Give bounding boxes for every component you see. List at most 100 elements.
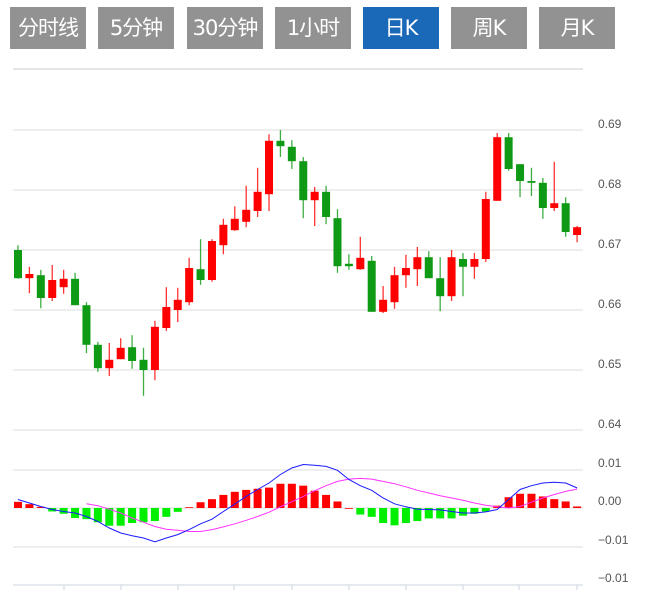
candle [196,239,205,285]
macd-histogram-bar [367,508,376,517]
candle-body [356,257,365,270]
macd-histogram-bar [207,499,216,508]
candle-body [71,278,80,306]
tab-weekly-k[interactable]: 周K [451,7,527,49]
candle [173,287,182,322]
macd-histogram-bar [527,493,536,508]
candle [516,164,525,198]
candles [14,130,582,396]
macd-axis: 0.01 0.00 −0.01 −0.01 [598,456,629,585]
tab-daily-k[interactable]: 日K [363,7,439,49]
candle [25,266,34,294]
candle [287,140,296,169]
candle-body [481,199,490,259]
price-tick-label: 0.68 [598,177,622,191]
candle-body [333,218,342,267]
price-tick-label: 0.66 [598,297,622,311]
candle-body [105,359,114,369]
tab-1hour[interactable]: 1小时 [275,7,351,49]
macd-histogram-bar [561,501,570,508]
candle [481,191,490,262]
candle [219,218,228,255]
price-axis: 0.69 0.68 0.67 0.66 0.65 0.64 [598,117,622,431]
candle-body [59,278,68,288]
tab-monthly-k[interactable]: 月K [539,7,615,49]
macd-histogram-bar [436,508,445,519]
candle-body [276,140,285,147]
macd-histogram-bar [139,508,148,523]
period-tabs: 分时线 5分钟 30分钟 1小时 日K 周K 月K [0,0,656,56]
candle [207,239,216,282]
macd-grid [13,469,583,590]
candle-body [265,140,274,195]
candle [424,251,433,279]
macd-histogram-bar [253,488,262,508]
tab-timeline[interactable]: 分时线 [10,7,86,49]
macd-histogram-bar [322,494,331,508]
macd-histogram-bar [25,504,34,508]
candle-body [436,278,445,297]
macd-histogram-bar [504,497,513,508]
candle-body [173,299,182,310]
candle-body [36,275,45,298]
candle-body [14,250,22,279]
candle-body [48,280,57,298]
macd-histogram-bar [116,508,125,526]
macd-histogram-bar [230,491,239,508]
price-tick-label: 0.67 [598,237,622,251]
macd-tick-label: −0.01 [598,571,629,585]
candle-body [573,227,582,235]
macd-histogram-bar [458,508,467,516]
tab-5min[interactable]: 5分钟 [98,7,174,49]
macd-histogram-bar [447,508,456,519]
macd-histogram-bar [310,490,319,508]
macd-tick-label: −0.01 [598,533,629,547]
candle [139,347,148,396]
candle-body [401,268,410,276]
candle-body [242,209,251,222]
macd-tick-label: 0.01 [598,456,622,470]
candle [379,286,388,313]
candle-body [310,191,319,201]
candle [93,341,102,372]
candle-body [196,269,205,280]
candle-body [116,347,125,360]
candle [573,226,582,243]
candle [527,167,536,196]
macd-tick-label: 0.00 [598,494,622,508]
candle [128,335,137,369]
candle-body [253,191,262,211]
macd-indicator [14,463,582,543]
dea-line [86,477,578,532]
candle [242,185,251,228]
candle [71,272,80,306]
candle-body [128,347,137,361]
price-tick-label: 0.65 [598,357,622,371]
candle-body [447,257,456,297]
candle-body [25,274,34,279]
candle [299,157,308,219]
candle-body [287,146,296,162]
candle [390,266,399,309]
macd-histogram-bar [276,483,285,508]
candle [265,134,274,211]
candle-body [538,182,547,208]
candle [356,236,365,270]
candle-body [219,224,228,246]
price-tick-label: 0.64 [598,417,622,431]
candle-body [185,268,194,303]
macd-histogram-bar [82,508,91,520]
macd-histogram-bar [379,508,388,524]
candle [36,269,45,309]
candle [447,250,456,301]
candle [105,343,114,376]
macd-histogram-bar [59,508,68,514]
tab-30min[interactable]: 30分钟 [187,7,263,49]
macd-histogram-bar [173,508,182,512]
candle-body [82,305,91,345]
macd-histogram-bar [242,489,251,508]
candle [458,253,467,297]
macd-histogram-bar [550,499,559,508]
candle [367,256,376,312]
